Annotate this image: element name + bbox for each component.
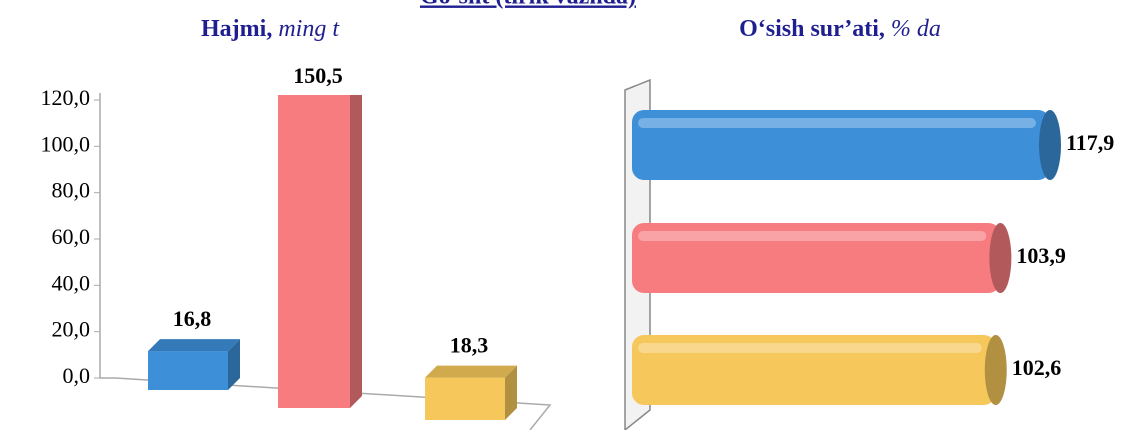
y-tick-label: 120,0 (41, 85, 91, 110)
title-unit: % da (891, 16, 941, 42)
floor (114, 377, 552, 430)
chart-title: O‘sish sur’ati, % da (739, 16, 941, 42)
bar-side (505, 365, 517, 420)
y-tick-label: 0,0 (63, 363, 91, 388)
bar-top (278, 47, 362, 59)
bar-side (350, 95, 362, 408)
bar-end (1039, 110, 1061, 180)
bar-side (228, 339, 240, 390)
bar-shine (638, 231, 987, 241)
bar (632, 223, 1001, 293)
bar (148, 351, 228, 390)
y-tick-label: 40,0 (52, 270, 91, 295)
heading: Go‘sht (tirik vaznda) (420, 0, 636, 10)
bar-end (984, 335, 1007, 405)
bar-top (148, 339, 240, 352)
value-label: 103,9 (1016, 243, 1066, 268)
value-label: 150,5 (293, 63, 343, 88)
chart-title: Hajmi, ming t (201, 16, 340, 42)
y-tick-label: 80,0 (52, 178, 91, 203)
plot-right (632, 110, 1061, 405)
value-label: 16,8 (173, 306, 212, 331)
bar (425, 377, 505, 420)
bar-shine (638, 343, 982, 353)
value-label: 102,6 (1012, 355, 1062, 380)
bar (278, 95, 350, 408)
bar (632, 335, 996, 405)
bar-shine (638, 118, 1036, 128)
y-tick-label: 60,0 (52, 224, 91, 249)
bar-top (425, 365, 517, 378)
title-main: O‘sish sur’ati, (739, 16, 885, 42)
value-label: 117,9 (1066, 130, 1114, 155)
y-tick-label: 100,0 (41, 131, 91, 156)
title-unit: ming t (278, 16, 340, 42)
y-tick-label: 20,0 (52, 317, 91, 342)
plot-left (148, 47, 517, 420)
bar-end (989, 223, 1012, 293)
title-main: Hajmi, (201, 16, 272, 42)
value-label: 18,3 (450, 333, 489, 358)
axis (99, 93, 115, 379)
bar (632, 110, 1050, 180)
